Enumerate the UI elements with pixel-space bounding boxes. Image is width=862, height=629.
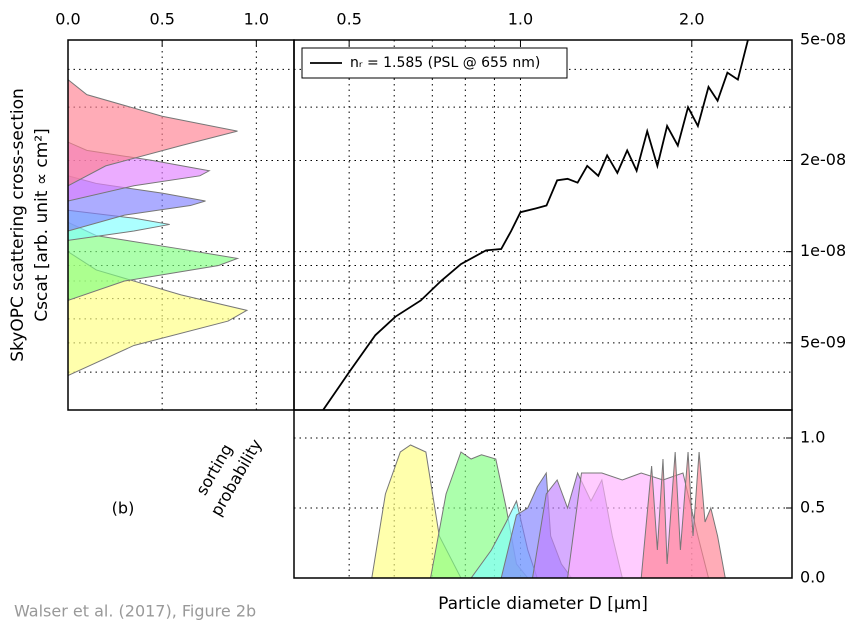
- frame: [293, 409, 793, 579]
- x-tick-label: 1.0: [508, 10, 533, 29]
- x-tick-label: 1.0: [244, 10, 269, 29]
- frame: [293, 39, 793, 411]
- plot-area: [322, 40, 749, 410]
- x-axis-label: Particle diameter D [μm]: [438, 594, 648, 614]
- legend-label: nᵣ = 1.585 (PSL @ 655 nm): [350, 55, 540, 71]
- y-tick-label: 1e-08: [800, 241, 846, 260]
- caption: Walser et al. (2017), Figure 2b: [14, 602, 256, 621]
- y-tick-label: 0.5: [800, 498, 825, 517]
- y-axis-label: Cscat [arb. unit ∝ cm²]: [32, 128, 52, 321]
- y-tick-label: 1.0: [800, 428, 825, 447]
- probability-area: [640, 451, 726, 578]
- legend-box: [301, 47, 568, 79]
- frame: [67, 39, 295, 411]
- x-tick-label: 2.0: [679, 10, 704, 29]
- plot-area: [371, 444, 726, 578]
- x-tick-label: 0.0: [55, 10, 80, 29]
- panel-label: (b): [112, 499, 135, 518]
- x-tick-label: 0.5: [149, 10, 174, 29]
- y-axis-label: SkyOPC scattering cross-section: [8, 88, 28, 362]
- y-tick-label: 5e-09: [800, 332, 846, 351]
- y-tick-label: 0.0: [800, 568, 825, 587]
- y-tick-label: 5e-08: [800, 30, 846, 49]
- plot-area: [68, 78, 249, 377]
- probability-area: [68, 78, 238, 187]
- x-tick-label: 0.5: [336, 10, 361, 29]
- data-line: [322, 40, 749, 410]
- y-tick-label: 2e-08: [800, 150, 846, 169]
